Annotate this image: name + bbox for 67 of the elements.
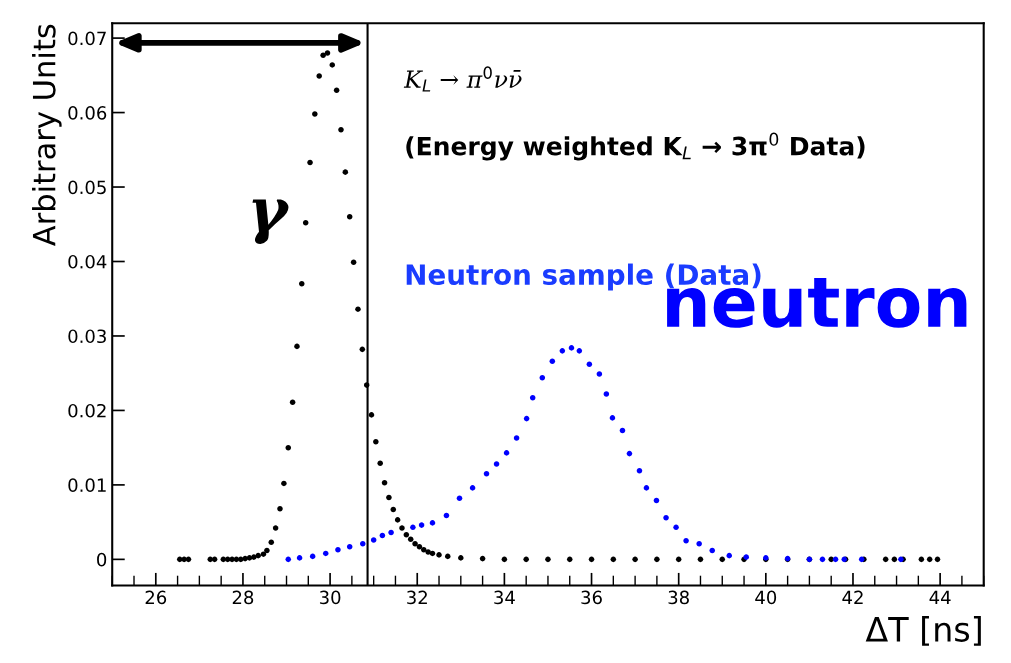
point <box>663 514 669 521</box>
point <box>429 520 436 526</box>
x-tick-label: 32 <box>407 590 427 605</box>
x-tick-label: 40 <box>755 590 777 605</box>
x-tick-label: 30 <box>319 590 341 605</box>
y-tick-label: 0.05 <box>68 180 106 195</box>
point <box>683 537 689 544</box>
point <box>696 540 702 547</box>
series-label: γ <box>252 199 289 245</box>
y-tick-label: 0.02 <box>68 403 106 418</box>
point <box>529 394 536 401</box>
x-tick-label: 44 <box>929 590 951 605</box>
y-axis-title: Arbitrary Units <box>32 24 62 247</box>
y-tick-label: 0 <box>97 552 107 567</box>
x-tick-label: 34 <box>494 590 515 605</box>
point <box>469 485 476 491</box>
annotation: K$_{L}$ → π$^{0}$νν̄ <box>403 66 522 92</box>
point <box>576 348 583 354</box>
point <box>636 467 643 474</box>
point <box>709 547 716 554</box>
point <box>503 450 510 456</box>
point <box>322 550 329 557</box>
x-tick-label: 28 <box>232 590 254 605</box>
x-tick-label: 36 <box>581 590 602 605</box>
y-tick-label: 0.03 <box>68 329 106 344</box>
point <box>379 532 386 539</box>
x-tick-label: 26 <box>145 590 167 605</box>
point <box>418 522 425 528</box>
point <box>346 543 353 550</box>
y-tick-label: 0.07 <box>68 31 106 46</box>
point <box>456 495 463 502</box>
point <box>559 348 566 354</box>
point <box>596 371 603 377</box>
y-tick-label: 0.01 <box>68 478 106 493</box>
y-tick-label: 0.04 <box>68 254 107 269</box>
x-tick-label: 38 <box>668 590 689 605</box>
point <box>832 556 839 563</box>
point <box>726 552 733 559</box>
point <box>539 374 546 381</box>
point <box>603 391 610 397</box>
point <box>513 435 520 441</box>
point <box>493 461 500 467</box>
point <box>443 512 450 519</box>
point <box>626 450 633 457</box>
point <box>643 485 650 491</box>
point <box>653 497 660 504</box>
point <box>309 553 316 560</box>
point <box>285 556 292 563</box>
point <box>296 555 303 561</box>
y-tick-label: 0.06 <box>68 106 107 120</box>
point <box>673 524 679 531</box>
point <box>586 361 593 368</box>
point <box>819 556 826 563</box>
point <box>359 540 366 547</box>
x-axis-title: ΔT [ns] <box>865 616 981 646</box>
point <box>619 427 626 434</box>
point <box>549 358 556 365</box>
point <box>335 546 341 553</box>
annotation: (Energy weighted K$_{L}$ → 3π$^{0}$ Data) <box>406 132 865 161</box>
point <box>568 345 575 351</box>
point <box>370 537 377 543</box>
point <box>523 415 530 422</box>
point <box>388 529 394 536</box>
point <box>410 524 416 531</box>
point <box>609 415 616 421</box>
x-tick-label: 42 <box>842 590 863 605</box>
point <box>483 470 490 477</box>
